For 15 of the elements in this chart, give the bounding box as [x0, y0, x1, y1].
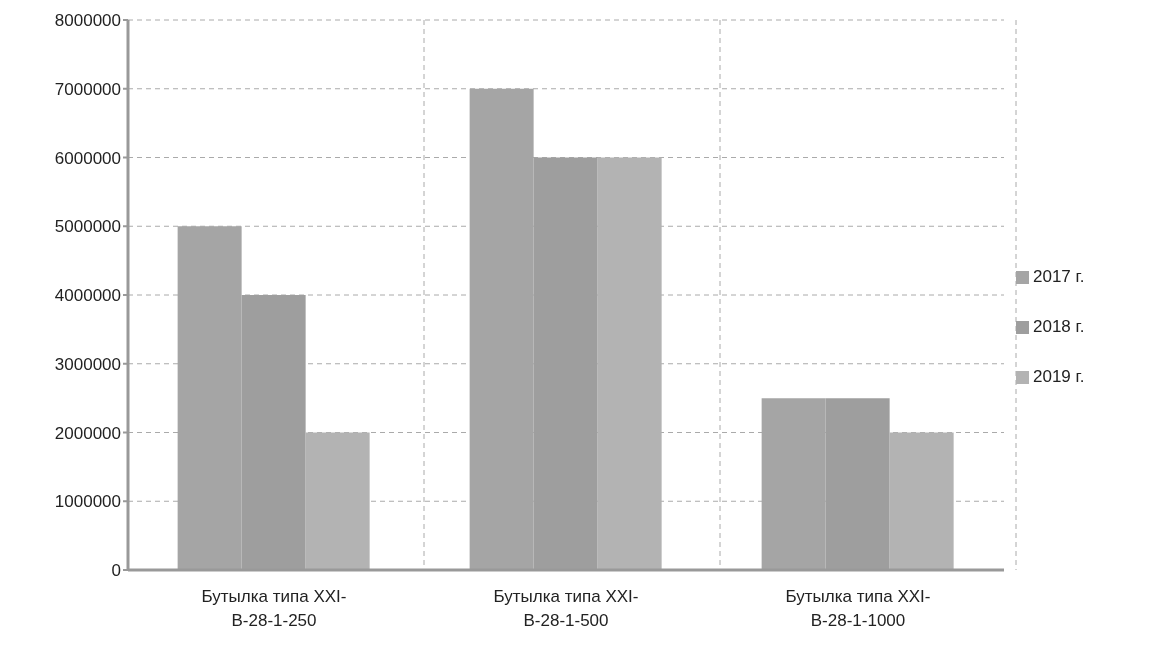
y-tick-label: 0	[111, 561, 121, 581]
y-tick-label: 3000000	[54, 354, 121, 374]
x-tick-label: Бутылка типа XXI-B-28-1-1000	[785, 587, 931, 630]
y-tick-label: 8000000	[54, 11, 121, 31]
legend-label: 2019 г.	[1033, 367, 1085, 386]
y-tick-label: 7000000	[54, 79, 121, 99]
y-tick-label: 2000000	[54, 423, 121, 443]
y-tick-label: 6000000	[54, 148, 121, 168]
legend-label: 2017 г.	[1033, 267, 1085, 286]
y-tick-label: 1000000	[54, 492, 121, 512]
legend-label: 2018 г.	[1033, 317, 1085, 336]
x-tick-label: Бутылка типа XXI-B-28-1-250	[201, 587, 347, 630]
x-tick-label: Бутылка типа XXI-B-28-1-500	[493, 587, 639, 630]
y-tick-label: 4000000	[54, 286, 121, 306]
y-tick-label: 5000000	[54, 217, 121, 237]
